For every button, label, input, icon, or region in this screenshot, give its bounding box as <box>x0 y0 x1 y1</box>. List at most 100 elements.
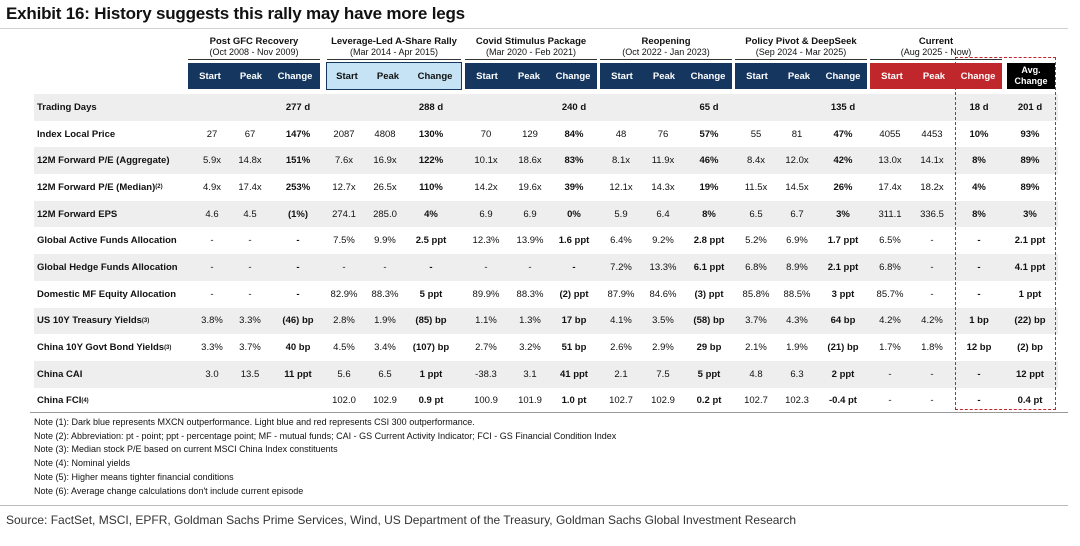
notes-block: Note (1): Dark blue represents MXCN outp… <box>34 416 616 498</box>
table-cell: 336.5 <box>920 208 944 220</box>
table-cell: 14.2x <box>474 181 498 193</box>
row-label: 12M Forward EPS <box>37 201 117 228</box>
table-cell: 17.4x <box>878 181 902 193</box>
table-cell: 122% <box>418 155 444 167</box>
group-period: (Mar 2020 - Feb 2021) <box>465 47 597 60</box>
col-header-bar-current: Start Peak Change <box>870 63 1002 89</box>
table-cell: - <box>888 368 892 380</box>
table-cell: 14.3x <box>651 181 675 193</box>
table-cell: 10% <box>969 128 989 140</box>
table-cell: 2.7% <box>475 342 497 354</box>
table-cell: - <box>930 368 934 380</box>
table-cell: 1.9% <box>374 315 396 327</box>
table-cell: 101.9 <box>518 395 542 407</box>
row-footnote-ref: (3) <box>164 344 172 351</box>
table-cell: 1.6 ppt <box>558 235 590 247</box>
table-cell: - <box>248 235 252 247</box>
table-cell: 65 d <box>699 101 719 113</box>
table-cell: 85.7% <box>876 288 904 300</box>
group-header-reopening: Reopening (Oct 2022 - Jan 2023) <box>600 36 732 60</box>
row-label-text: China 10Y Govt Bond Yields <box>37 342 165 354</box>
table-cell: 2087 <box>333 128 355 140</box>
table-cell: (21) bp <box>827 342 859 354</box>
table-cell: 2.8% <box>333 315 355 327</box>
avg-change-cell: (2) bp <box>1017 342 1043 354</box>
row-label: Global Hedge Funds Allocation <box>37 254 178 281</box>
table-cell: - <box>484 261 488 273</box>
avg-change-cell: 201 d <box>1017 101 1043 113</box>
table-cell: 17.4x <box>238 181 262 193</box>
table-cell: 48 <box>615 128 627 140</box>
table-cell: (3) ppt <box>694 288 724 300</box>
table-cell: 18.2x <box>920 181 944 193</box>
table-cell: - <box>930 395 934 407</box>
table-cell: 3.1 <box>523 368 537 380</box>
row-label-text: Index Local Price <box>37 128 116 140</box>
table-cell: 4.3% <box>786 315 808 327</box>
row-label-text: US 10Y Treasury Yields <box>37 315 142 327</box>
table-cell: 13.0x <box>878 155 902 167</box>
row-label: 12M Forward P/E (Median) (2) <box>37 174 163 201</box>
table-cell: 4.5 <box>243 208 257 220</box>
table-cell: 3.5% <box>652 315 674 327</box>
avg-change-cell: 4.1 ppt <box>1014 261 1046 273</box>
col-start: Start <box>746 70 768 82</box>
table-cell: 16.9x <box>373 155 397 167</box>
table-row: US 10Y Treasury Yields (3) 3.8% 3.3% (46) bp… <box>34 307 1058 335</box>
table-cell: - <box>383 261 387 273</box>
table-cell: 6.9 <box>479 208 493 220</box>
table-cell: -38.3 <box>475 368 497 380</box>
avg-change-cell: 3% <box>1023 208 1037 220</box>
col-start: Start <box>199 70 221 82</box>
table-cell: - <box>210 235 214 247</box>
table-cell: 1 ppt <box>419 368 443 380</box>
table-cell: 83% <box>564 155 584 167</box>
row-label-text: Trading Days <box>37 101 97 113</box>
table-cell: 11.5x <box>744 181 768 193</box>
group-header-leverage-rally: Leverage-Led A-Share Rally (Mar 2014 - A… <box>327 36 461 60</box>
row-label: China FCI (4) <box>37 388 89 415</box>
table-cell: (85) bp <box>415 315 447 327</box>
group-period: (Aug 2025 - Now) <box>870 47 1002 60</box>
row-label: Domestic MF Equity Allocation <box>37 281 176 308</box>
table-cell: 87.9% <box>607 288 635 300</box>
table-cell: - <box>248 288 252 300</box>
table-cell: - <box>248 261 252 273</box>
table-cell: 253% <box>285 181 311 193</box>
table-cell: 102.9 <box>651 395 675 407</box>
table-cell: 51 bp <box>561 342 587 354</box>
table-cell: 6.1 ppt <box>693 261 725 273</box>
table-cell: 70 <box>480 128 492 140</box>
table-cell: 102.7 <box>609 395 633 407</box>
table-cell: 102.3 <box>785 395 809 407</box>
row-footnote-ref: (3) <box>141 317 150 324</box>
table-cell: 7.6x <box>335 155 353 167</box>
table-cell: 13.3% <box>649 261 677 273</box>
table-cell: 27 <box>206 128 218 140</box>
table-cell: 3 ppt <box>831 288 855 300</box>
row-label: Index Local Price <box>37 121 115 148</box>
table-cell: 0.2 pt <box>696 395 722 407</box>
table-cell: - <box>930 235 934 247</box>
table-cell: 102.9 <box>373 395 397 407</box>
table-cell: 3% <box>836 208 850 220</box>
notes-divider <box>30 412 1068 413</box>
avg-change-cell: 89% <box>1020 155 1040 167</box>
note-line: Note (6): Average change calculations do… <box>34 485 304 496</box>
table-cell: 89.9% <box>472 288 500 300</box>
table-cell: 277 d <box>285 101 311 113</box>
table-cell: 110% <box>419 181 443 193</box>
table-cell: 14.1x <box>920 155 944 167</box>
table-cell: 12.7x <box>332 181 356 193</box>
group-header-current: Current (Aug 2025 - Now) <box>870 36 1002 60</box>
col-peak: Peak <box>922 70 946 82</box>
table-cell: 8% <box>972 208 986 220</box>
table-cell: 13.9% <box>516 235 544 247</box>
col-change: Change <box>417 70 453 82</box>
row-label-text: China FCI <box>37 395 82 407</box>
table-cell: 151% <box>285 155 311 167</box>
table-cell: - <box>977 261 981 273</box>
table-cell: 1.1% <box>475 315 497 327</box>
table-cell: 102.7 <box>744 395 768 407</box>
col-change: Change <box>555 70 591 82</box>
